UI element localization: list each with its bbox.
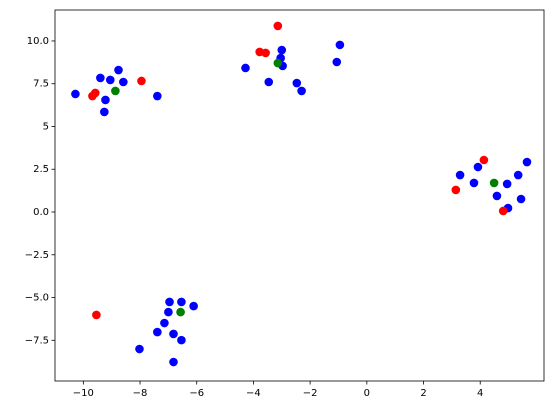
x-tick-label: 0 [364, 388, 370, 399]
point [335, 40, 345, 50]
point [451, 185, 461, 195]
point [292, 78, 302, 88]
point [489, 178, 499, 188]
point [522, 157, 532, 167]
y-tick-label: 5 [43, 121, 49, 132]
point [137, 76, 146, 86]
point [498, 206, 508, 216]
point [177, 335, 186, 345]
point [71, 89, 80, 99]
point [502, 179, 512, 189]
y-tick-label: 7.5 [33, 79, 49, 90]
y-tick-label: −7.5 [25, 335, 49, 346]
point [165, 297, 174, 307]
point [469, 178, 479, 188]
point [111, 86, 120, 96]
point [135, 344, 144, 354]
point [264, 77, 274, 87]
x-tick-label: −8 [133, 388, 148, 399]
point [492, 191, 502, 201]
x-tick-label: 2 [420, 388, 426, 399]
point [513, 170, 523, 180]
point [105, 75, 115, 85]
y-tick-label: 10.0 [27, 36, 49, 47]
point [153, 327, 162, 337]
point [332, 57, 342, 67]
point [160, 318, 169, 328]
point [273, 21, 283, 31]
point [473, 162, 483, 172]
point [277, 45, 287, 55]
point [261, 48, 270, 58]
point [96, 73, 105, 83]
point [169, 357, 178, 367]
y-tick-label: 0.0 [33, 207, 49, 218]
point [297, 86, 306, 96]
point [455, 170, 465, 180]
point [177, 297, 186, 307]
point [90, 88, 100, 98]
point [153, 91, 162, 101]
point [273, 58, 283, 68]
point [516, 194, 526, 204]
point [100, 107, 109, 117]
point [101, 95, 110, 105]
point [92, 310, 101, 320]
x-tick-label: −6 [189, 388, 204, 399]
x-tick-label: −2 [303, 388, 318, 399]
point [241, 63, 250, 73]
x-tick-label: −4 [246, 388, 261, 399]
point [169, 329, 178, 339]
point [189, 301, 198, 311]
x-tick-label: 4 [477, 388, 483, 399]
point [119, 77, 128, 87]
y-tick-label: −2.5 [25, 250, 49, 261]
point [176, 307, 185, 317]
point [164, 307, 173, 317]
y-tick-label: 2.5 [33, 164, 49, 175]
point [479, 155, 489, 165]
y-tick-label: −5.0 [25, 293, 49, 304]
x-tick-label: −10 [73, 388, 94, 399]
point [114, 65, 123, 75]
axes-frame [54, 9, 545, 382]
